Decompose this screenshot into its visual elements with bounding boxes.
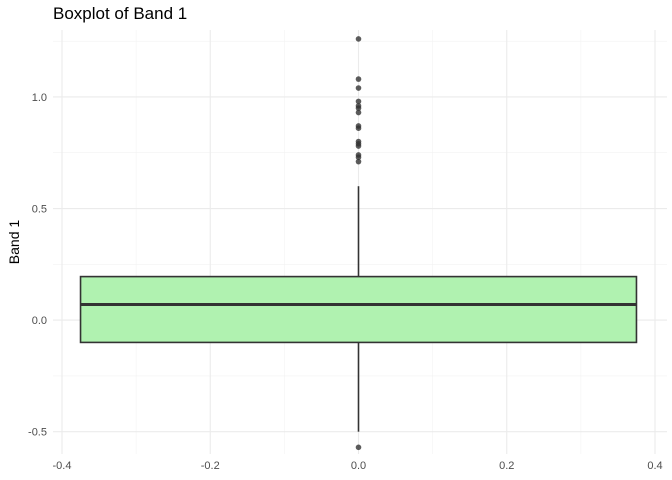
- y-tick-label: 1.0: [32, 92, 47, 104]
- y-tick-label: 0.5: [32, 204, 47, 216]
- outlier-point: [355, 85, 362, 91]
- outlier-point: [355, 158, 362, 165]
- y-axis-title: Band 1: [6, 220, 22, 265]
- outlier-points: [355, 36, 362, 451]
- y-axis-tick-labels: -0.5 0.0 0.5 1.0: [28, 92, 47, 439]
- outlier-point: [355, 36, 362, 42]
- outlier-point: [355, 105, 362, 111]
- outlier-point: [355, 143, 362, 149]
- outlier-point: [355, 125, 362, 131]
- chart-title: Boxplot of Band 1: [53, 4, 188, 23]
- x-tick-label: 0.4: [647, 460, 662, 472]
- y-tick-label: -0.5: [28, 427, 47, 439]
- box-iqr: [79, 275, 638, 344]
- outlier-point: [355, 98, 362, 105]
- box: [79, 275, 638, 344]
- x-axis-tick-labels: -0.4 -0.2 0.0 0.2 0.4: [53, 460, 663, 472]
- y-tick-label: 0.0: [32, 315, 47, 327]
- x-tick-label: 0.2: [499, 460, 514, 472]
- outlier-point: [355, 109, 362, 116]
- plot-panel: [53, 30, 667, 454]
- x-tick-label: 0.0: [351, 460, 366, 472]
- x-tick-label: -0.4: [53, 460, 72, 472]
- outlier-point: [355, 154, 362, 160]
- grid-minor: [53, 30, 667, 454]
- outlier-point: [355, 76, 362, 82]
- x-tick-label: -0.2: [201, 460, 220, 472]
- outlier-point: [355, 444, 362, 451]
